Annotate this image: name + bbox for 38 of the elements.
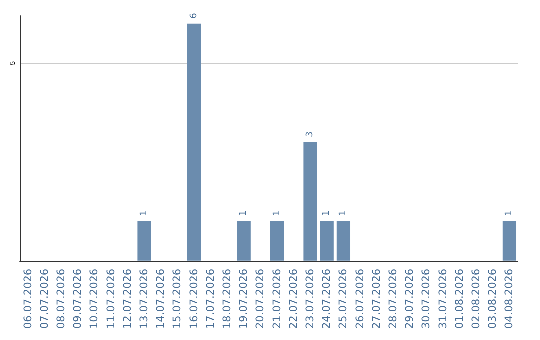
x-tick-label: 08.07.2026: [56, 268, 68, 330]
x-tick-label: 24.07.2026: [321, 268, 334, 330]
x-tick-label: 18.07.2026: [222, 268, 234, 330]
x-tick-label: 26.07.2026: [354, 268, 366, 330]
data-label: 1: [322, 210, 332, 216]
data-label: 3: [306, 132, 316, 138]
x-tick-label: 04.08.2026: [504, 268, 516, 330]
x-tick-label: 06.07.2026: [22, 268, 34, 330]
x-tick-label: 14.07.2026: [155, 268, 168, 330]
x-tick-label: 17.07.2026: [204, 268, 217, 330]
x-tick-label: 15.07.2026: [172, 268, 184, 330]
x-tick-label: 30.07.2026: [420, 268, 433, 330]
x-tick-label: 25.07.2026: [338, 268, 350, 330]
data-label: 1: [272, 210, 282, 216]
x-tick-label: 12.07.2026: [122, 268, 134, 330]
data-label: 1: [140, 210, 150, 216]
x-tick-label: 07.07.2026: [38, 268, 51, 330]
x-tick-label: 10.07.2026: [88, 268, 101, 330]
x-tick-label: 03.08.2026: [487, 268, 500, 330]
x-tick-label: 11.07.2026: [105, 268, 118, 330]
data-label: 1: [338, 210, 349, 216]
x-tick-label: 02.08.2026: [470, 268, 482, 330]
data-label: 1: [239, 210, 250, 216]
x-tick-label: 19.07.2026: [238, 268, 250, 330]
x-tick-label: 20.07.2026: [254, 268, 267, 330]
data-label: 1: [504, 210, 515, 216]
x-tick-label: 23.07.2026: [304, 268, 316, 330]
x-tick-label: 13.07.2026: [138, 268, 150, 330]
x-tick-label: 27.07.2026: [370, 268, 383, 330]
x-tick-label: 16.07.2026: [188, 268, 200, 330]
x-tick-label: 22.07.2026: [288, 268, 300, 330]
x-tick-label: 31.07.2026: [437, 268, 450, 330]
x-tick-label: 21.07.2026: [271, 268, 284, 330]
x-tick-label: 28.07.2026: [388, 268, 400, 330]
data-label: 6: [189, 12, 200, 19]
x-tick-label: 01.08.2026: [454, 268, 466, 330]
x-tick-label: 09.07.2026: [72, 268, 84, 330]
x-tick-label: 29.07.2026: [404, 268, 416, 330]
